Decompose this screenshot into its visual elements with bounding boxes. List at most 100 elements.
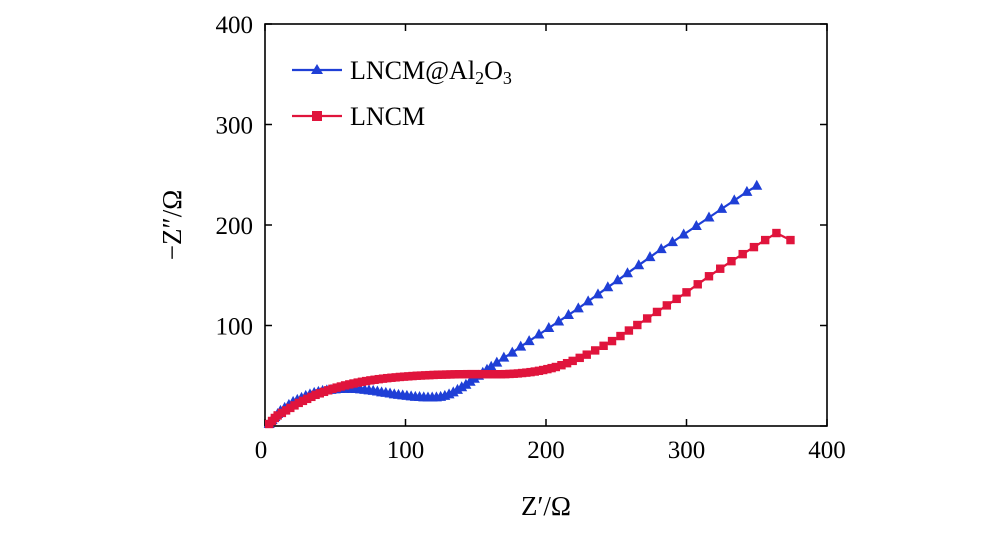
data-point-square (727, 256, 736, 266)
data-point-triangle (678, 228, 690, 239)
data-point-square (429, 370, 438, 380)
data-point-square (286, 403, 295, 413)
data-point-triangle (751, 179, 763, 190)
data-point-square (383, 373, 392, 383)
data-point-square (450, 370, 459, 379)
legend-label-lncm-al2o3: LNCM@Al2O3 (350, 56, 512, 88)
data-point-square (568, 356, 577, 366)
data-point-triangle (456, 381, 468, 392)
y-tick-label: 200 (216, 213, 254, 240)
x-tick-label: 100 (387, 437, 425, 464)
data-point-square (319, 387, 329, 397)
data-point-square (336, 382, 346, 391)
data-point-square (672, 294, 681, 304)
series-line (268, 231, 791, 425)
data-point-square (391, 373, 400, 382)
data-point-square (311, 390, 320, 400)
data-point-square (526, 367, 535, 377)
data-point-square (530, 367, 539, 376)
data-point-square (738, 249, 747, 259)
data-point-square (315, 389, 324, 398)
data-point-triangle (515, 340, 527, 351)
data-point-square (607, 336, 617, 346)
data-point-square (501, 369, 510, 379)
data-point-square (624, 326, 634, 335)
data-point-square (298, 396, 308, 406)
data-point-square (616, 331, 625, 341)
data-point-square (693, 280, 702, 289)
data-point-square (281, 406, 291, 415)
data-point-square (324, 386, 333, 395)
data-point-square (458, 370, 468, 379)
tick-labels: 0 100 200 300 400 100 200 300 400 (216, 12, 846, 464)
data-point-square (353, 378, 362, 387)
legend-item-lncm-al2o3: LNCM@Al2O3 (292, 56, 512, 88)
data-point-square (446, 370, 455, 379)
y-tick-label: 300 (216, 113, 254, 140)
data-point-square (484, 370, 493, 379)
data-point-square (463, 369, 472, 379)
data-point-square (416, 371, 426, 380)
data-point-square (454, 370, 464, 379)
data-point-square (395, 372, 405, 382)
data-point-square (408, 371, 417, 381)
data-point-triangle (716, 202, 728, 213)
data-point-square (378, 374, 388, 383)
data-point-square (467, 369, 476, 379)
data-point-square (590, 346, 600, 355)
data-point-triangle (655, 243, 667, 254)
data-point-square (294, 398, 303, 408)
data-point-square (505, 369, 514, 379)
data-point-square (534, 366, 544, 376)
data-point-square (662, 301, 672, 310)
y-axis-label: −Z″/Ω (157, 190, 187, 261)
data-point-triangle (633, 259, 645, 270)
data-point-triangle (491, 356, 503, 367)
data-point-square (538, 365, 548, 375)
data-point-triangle (666, 236, 678, 247)
data-point-triangle (741, 185, 753, 196)
data-point-triangle (612, 274, 624, 285)
data-point-square (599, 341, 608, 351)
legend-marker-triangle (311, 64, 323, 74)
data-point-square (682, 288, 691, 297)
data-point-square (557, 360, 566, 370)
data-point-square (575, 353, 584, 363)
data-point-square (399, 372, 409, 381)
data-point-square (642, 314, 652, 323)
data-point-square (772, 228, 781, 238)
data-point-square (361, 376, 371, 386)
data-point-triangle (533, 328, 545, 339)
data-point-square (475, 369, 485, 379)
data-point-square (749, 242, 759, 252)
data-point-triangle (703, 211, 715, 222)
data-point-square (273, 411, 282, 420)
data-point-triangle (690, 220, 702, 231)
data-point-square (760, 235, 770, 245)
data-point-square (307, 392, 316, 402)
x-axis-label: Z′/Ω (521, 491, 571, 521)
data-point-square (302, 394, 312, 404)
data-point-square (277, 408, 287, 418)
data-point-square (543, 364, 552, 374)
data-point-triangle (553, 315, 565, 326)
data-point-triangle (582, 295, 594, 306)
data-point-square (340, 381, 350, 390)
data-point-square (370, 375, 379, 384)
data-point-square (492, 370, 502, 379)
x-tick-label: 200 (527, 437, 565, 464)
legend-label-lncm: LNCM (350, 102, 425, 131)
data-point-triangle (592, 288, 604, 299)
data-point-square (290, 401, 299, 410)
data-point-square (425, 370, 434, 380)
data-point-square (716, 264, 725, 273)
x-tick-label: 0 (255, 437, 268, 464)
data-point-square (479, 369, 489, 379)
data-point-triangle (451, 383, 463, 394)
data-point-square (513, 369, 523, 378)
legend-item-lncm: LNCM (292, 102, 425, 131)
data-point-triangle (485, 360, 497, 371)
data-point-square (471, 369, 480, 379)
data-point-triangle (447, 386, 459, 397)
